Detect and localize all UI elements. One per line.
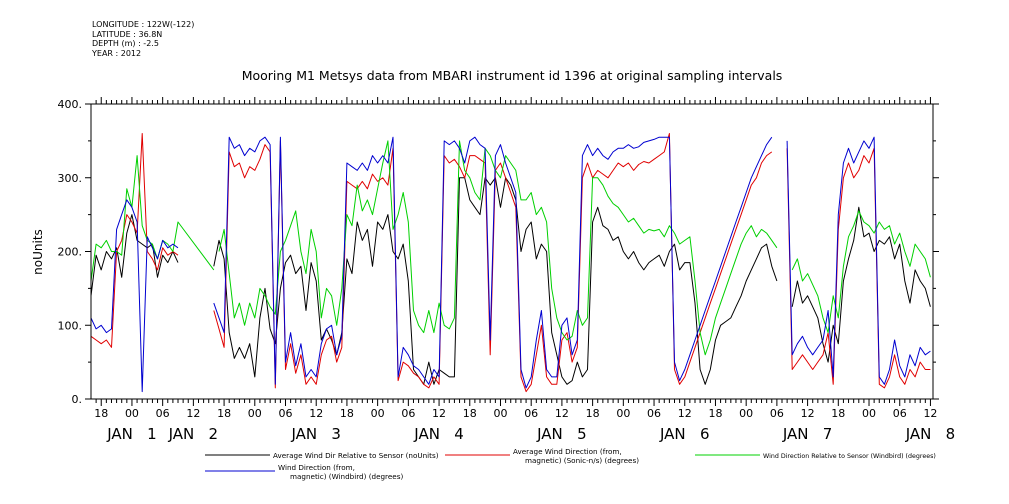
x-tick-label: 18 [340, 407, 354, 420]
x-tick-label: 00 [862, 407, 876, 420]
plot-area: 0. 100. 200. 300. 400. 18 00 06 12 18 00 06 12 18 00 06… [58, 97, 956, 443]
series-3-line [791, 210, 931, 334]
x-day-label: JAN 1 [106, 425, 157, 443]
legend-label-series-1: Average Wind Dir Relative to Sensor (noU… [273, 451, 439, 460]
x-tick-label: 12 [923, 407, 937, 420]
x-tick-label: 00 [739, 407, 753, 420]
y-tick-label: 300. [58, 172, 83, 185]
x-tick-label: 12 [186, 407, 200, 420]
series-3-line [218, 140, 778, 356]
x-tick-label: 18 [217, 407, 231, 420]
series-3-line [90, 155, 215, 282]
y-tick-label: 0. [72, 393, 83, 406]
y-tick-label: 400. [58, 98, 83, 111]
series-1-line [791, 206, 931, 363]
legend-label-series-4: Wind Direction (from, magnetic) (Windbird… [278, 463, 403, 481]
x-tick-label: 00 [371, 407, 385, 420]
x-tick-label: 12 [555, 407, 569, 420]
x-day-label: JAN 3 [290, 425, 341, 443]
legend: Average Wind Dir Relative to Sensor (noU… [205, 447, 936, 481]
x-tick-label: 06 [156, 407, 170, 420]
series-4-line [90, 199, 179, 393]
year-label: YEAR : 2012 [92, 48, 142, 58]
x-tick-label: 18 [94, 407, 108, 420]
x-tick-label: 18 [586, 407, 600, 420]
x-tick-label: 00 [493, 407, 507, 420]
y-axis-label: noUnits [31, 229, 45, 275]
legend-label-series-2: Average Wind Direction (from, magnetic) (… [513, 447, 639, 465]
metadata-block: LONGITUDE : 122W(-122) LATITUDE : 36.8N … [92, 20, 194, 58]
plot-frame [90, 103, 934, 400]
legend-label-series-3: Wind Direction Relative to Sensor (Windb… [763, 453, 936, 460]
x-tick-label: 06 [770, 407, 784, 420]
x-tick-label: 00 [125, 407, 139, 420]
x-day-label: JAN 2 [168, 425, 219, 443]
x-tick-label: 18 [708, 407, 722, 420]
x-tick-label: 06 [647, 407, 661, 420]
x-tick-label: 06 [279, 407, 293, 420]
series-2-line [90, 133, 179, 348]
y-tick-label: 200. [58, 246, 83, 259]
longitude-label: LONGITUDE : 122W(-122) [92, 20, 195, 29]
x-tick-label: 00 [248, 407, 262, 420]
x-day-label: JAN 4 [413, 425, 464, 443]
x-tick-label: 18 [463, 407, 477, 420]
y-tick-label: 100. [58, 319, 83, 332]
x-tick-label: 06 [893, 407, 907, 420]
x-day-label: JAN 5 [536, 425, 587, 443]
chart-title: Mooring M1 Metsys data from MBARI instru… [242, 68, 783, 83]
x-day-label: JAN 6 [659, 425, 710, 443]
depth-label: DEPTH (m) : -2.5 [92, 39, 159, 48]
x-tick-label: 06 [401, 407, 415, 420]
x-tick-label: 00 [616, 407, 630, 420]
x-tick-label: 12 [678, 407, 692, 420]
series-2-line [786, 147, 931, 389]
series-4-line [213, 136, 773, 389]
x-day-label: JAN 7 [782, 425, 833, 443]
x-tick-label: 18 [831, 407, 845, 420]
latitude-label: LATITUDE : 36.8N [92, 29, 163, 39]
x-tick-label: 06 [524, 407, 538, 420]
x-tick-label: 12 [309, 407, 323, 420]
x-tick-label: 12 [432, 407, 446, 420]
x-tick-label: 12 [801, 407, 815, 420]
x-day-label: JAN 8 [905, 425, 956, 443]
series-4-line [786, 136, 931, 385]
